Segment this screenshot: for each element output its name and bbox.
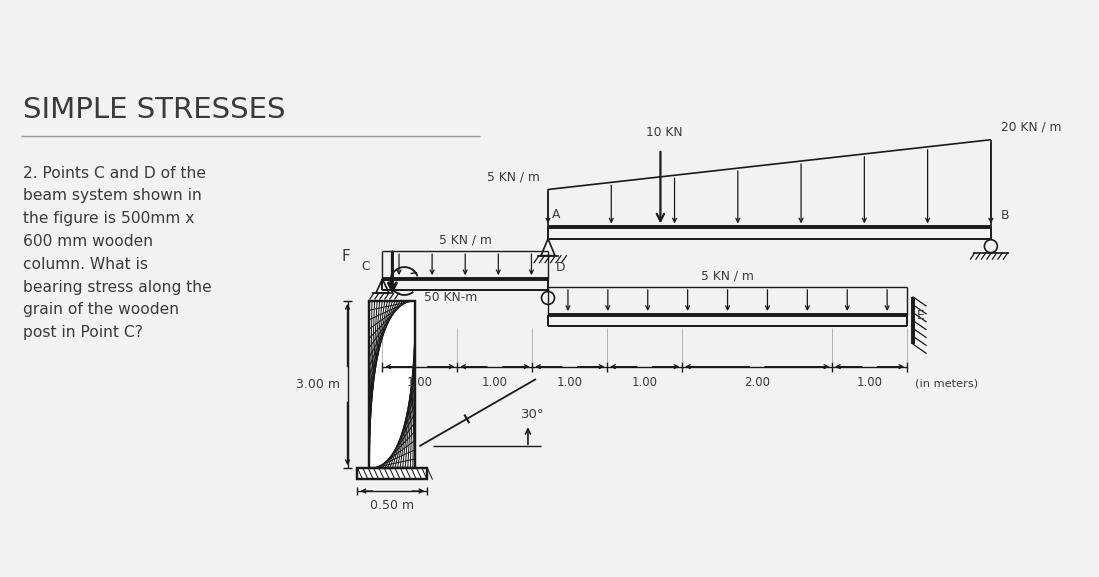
Text: C: C — [360, 260, 369, 273]
Text: F: F — [342, 249, 351, 264]
Text: 1.00: 1.00 — [557, 376, 582, 388]
Text: A: A — [552, 208, 560, 222]
Text: 3.00 m: 3.00 m — [296, 378, 340, 391]
Text: 0.50 m: 0.50 m — [370, 499, 414, 512]
Bar — [357, 468, 428, 479]
Text: 5 KN / m: 5 KN / m — [439, 233, 491, 246]
Text: 5 KN / m: 5 KN / m — [487, 171, 540, 183]
Text: B: B — [1001, 209, 1009, 222]
Text: SIMPLE STRESSES: SIMPLE STRESSES — [23, 96, 286, 124]
Text: 20 KN / m: 20 KN / m — [1001, 121, 1062, 134]
Text: (in meters): (in meters) — [915, 379, 978, 388]
Text: 1.00: 1.00 — [632, 376, 658, 388]
Text: 10 KN: 10 KN — [646, 126, 682, 139]
Text: 30°: 30° — [521, 408, 544, 421]
Text: D: D — [556, 261, 566, 274]
Bar — [369, 301, 415, 468]
Text: 50 KN-m: 50 KN-m — [424, 291, 478, 304]
Bar — [357, 468, 428, 479]
Text: 1.00: 1.00 — [856, 376, 882, 388]
Text: 1.00: 1.00 — [481, 376, 508, 388]
Text: 2. Points C and D of the
beam system shown in
the figure is 500mm x
600 mm woode: 2. Points C and D of the beam system sho… — [23, 166, 212, 340]
Bar — [369, 301, 415, 468]
Text: 5 KN / m: 5 KN / m — [701, 269, 754, 282]
Text: E: E — [917, 309, 925, 323]
Text: 1.00: 1.00 — [407, 376, 433, 388]
Text: 2.00: 2.00 — [744, 376, 770, 388]
